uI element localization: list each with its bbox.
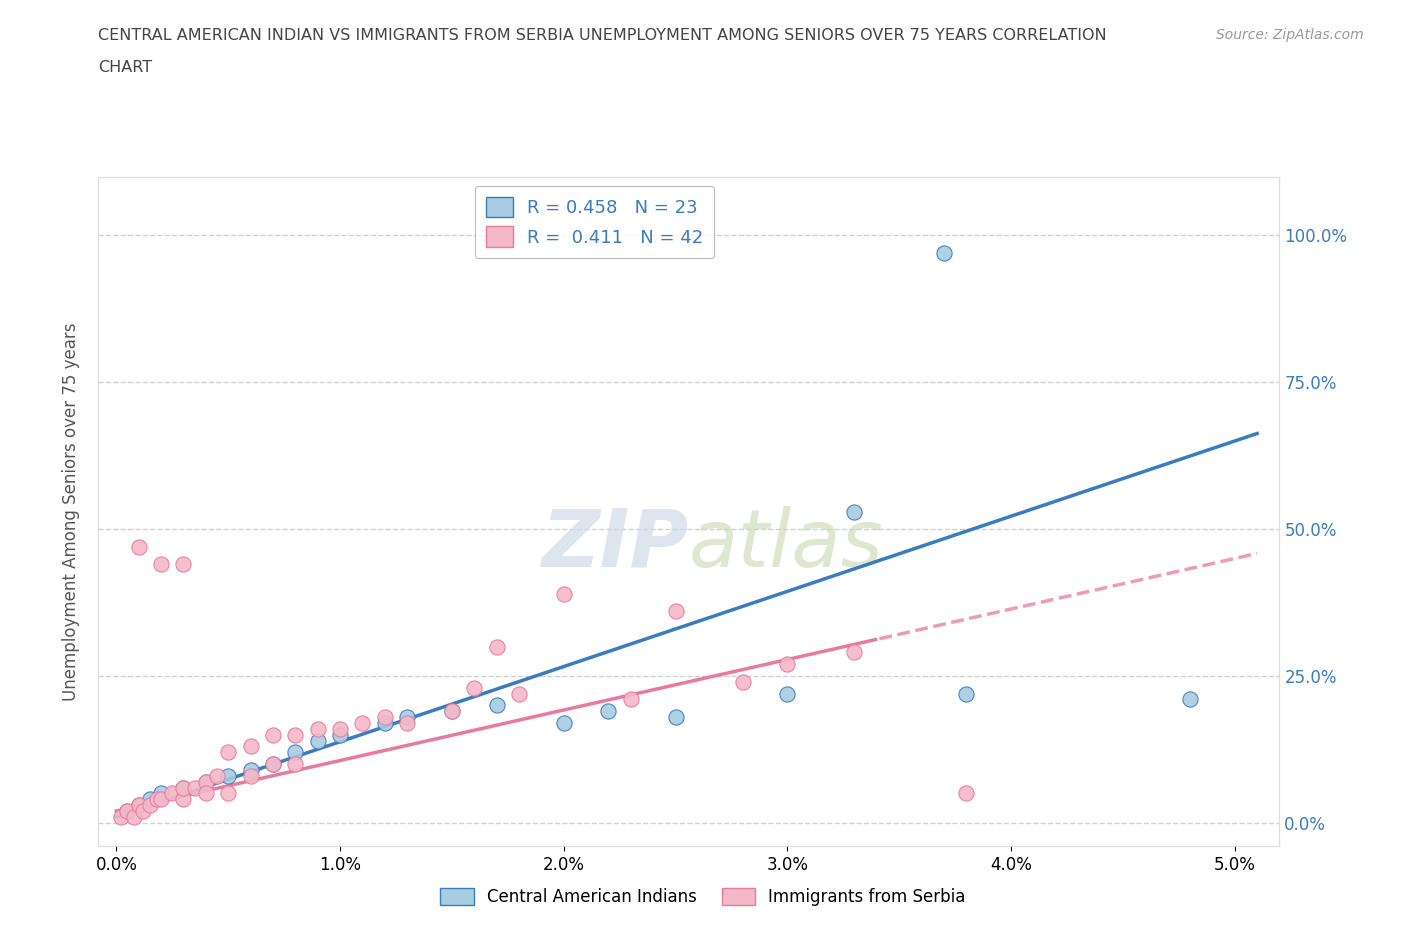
Point bbox=[440, 704, 463, 719]
Point bbox=[162, 786, 183, 801]
Point bbox=[284, 757, 307, 772]
Text: CENTRAL AMERICAN INDIAN VS IMMIGRANTS FROM SERBIA UNEMPLOYMENT AMONG SENIORS OVE: CENTRAL AMERICAN INDIAN VS IMMIGRANTS FR… bbox=[98, 28, 1107, 43]
Point bbox=[307, 733, 329, 748]
Text: Source: ZipAtlas.com: Source: ZipAtlas.com bbox=[1216, 28, 1364, 42]
Point bbox=[172, 791, 194, 806]
Point bbox=[128, 798, 150, 813]
Point bbox=[932, 246, 955, 260]
Point bbox=[620, 692, 643, 707]
Point bbox=[485, 698, 508, 712]
Point bbox=[284, 727, 307, 742]
Point bbox=[352, 715, 374, 730]
Point bbox=[463, 680, 485, 695]
Point bbox=[194, 786, 217, 801]
Point bbox=[329, 727, 352, 742]
Point bbox=[508, 686, 530, 701]
Point bbox=[262, 757, 284, 772]
Point bbox=[239, 763, 262, 777]
Point bbox=[132, 804, 155, 818]
Point bbox=[844, 645, 866, 660]
Point bbox=[194, 775, 217, 790]
Point bbox=[553, 715, 575, 730]
Point bbox=[150, 791, 173, 806]
Text: ZIP: ZIP bbox=[541, 506, 689, 584]
Point bbox=[117, 804, 139, 818]
Point bbox=[139, 798, 162, 813]
Point bbox=[440, 704, 463, 719]
Point bbox=[598, 704, 620, 719]
Point bbox=[110, 809, 132, 824]
Point bbox=[194, 775, 217, 790]
Point bbox=[374, 710, 396, 724]
Point bbox=[150, 557, 173, 572]
Point bbox=[396, 715, 419, 730]
Point bbox=[374, 715, 396, 730]
Point bbox=[205, 768, 228, 783]
Point bbox=[217, 786, 239, 801]
Point bbox=[262, 757, 284, 772]
Point bbox=[239, 739, 262, 754]
Point bbox=[150, 786, 173, 801]
Point bbox=[396, 710, 419, 724]
Point bbox=[122, 809, 145, 824]
Point bbox=[844, 504, 866, 519]
Point bbox=[776, 686, 799, 701]
Point bbox=[239, 768, 262, 783]
Point bbox=[955, 786, 977, 801]
Point bbox=[776, 657, 799, 671]
Point bbox=[664, 710, 686, 724]
Point bbox=[183, 780, 205, 795]
Point bbox=[1178, 692, 1201, 707]
Point bbox=[128, 798, 150, 813]
Point bbox=[172, 557, 194, 572]
Point bbox=[307, 722, 329, 737]
Point bbox=[172, 780, 194, 795]
Legend: R = 0.458   N = 23, R =  0.411   N = 42: R = 0.458 N = 23, R = 0.411 N = 42 bbox=[475, 186, 714, 259]
Y-axis label: Unemployment Among Seniors over 75 years: Unemployment Among Seniors over 75 years bbox=[62, 323, 80, 700]
Point bbox=[172, 780, 194, 795]
Point bbox=[217, 745, 239, 760]
Point bbox=[284, 745, 307, 760]
Point bbox=[485, 639, 508, 654]
Point bbox=[139, 791, 162, 806]
Point bbox=[145, 791, 167, 806]
Point bbox=[329, 722, 352, 737]
Point bbox=[117, 804, 139, 818]
Text: CHART: CHART bbox=[98, 60, 152, 75]
Point bbox=[731, 674, 754, 689]
Point bbox=[128, 539, 150, 554]
Legend: Central American Indians, Immigrants from Serbia: Central American Indians, Immigrants fro… bbox=[433, 881, 973, 912]
Point bbox=[553, 586, 575, 601]
Point bbox=[664, 604, 686, 618]
Point bbox=[955, 686, 977, 701]
Point bbox=[217, 768, 239, 783]
Point bbox=[262, 727, 284, 742]
Text: atlas: atlas bbox=[689, 506, 884, 584]
